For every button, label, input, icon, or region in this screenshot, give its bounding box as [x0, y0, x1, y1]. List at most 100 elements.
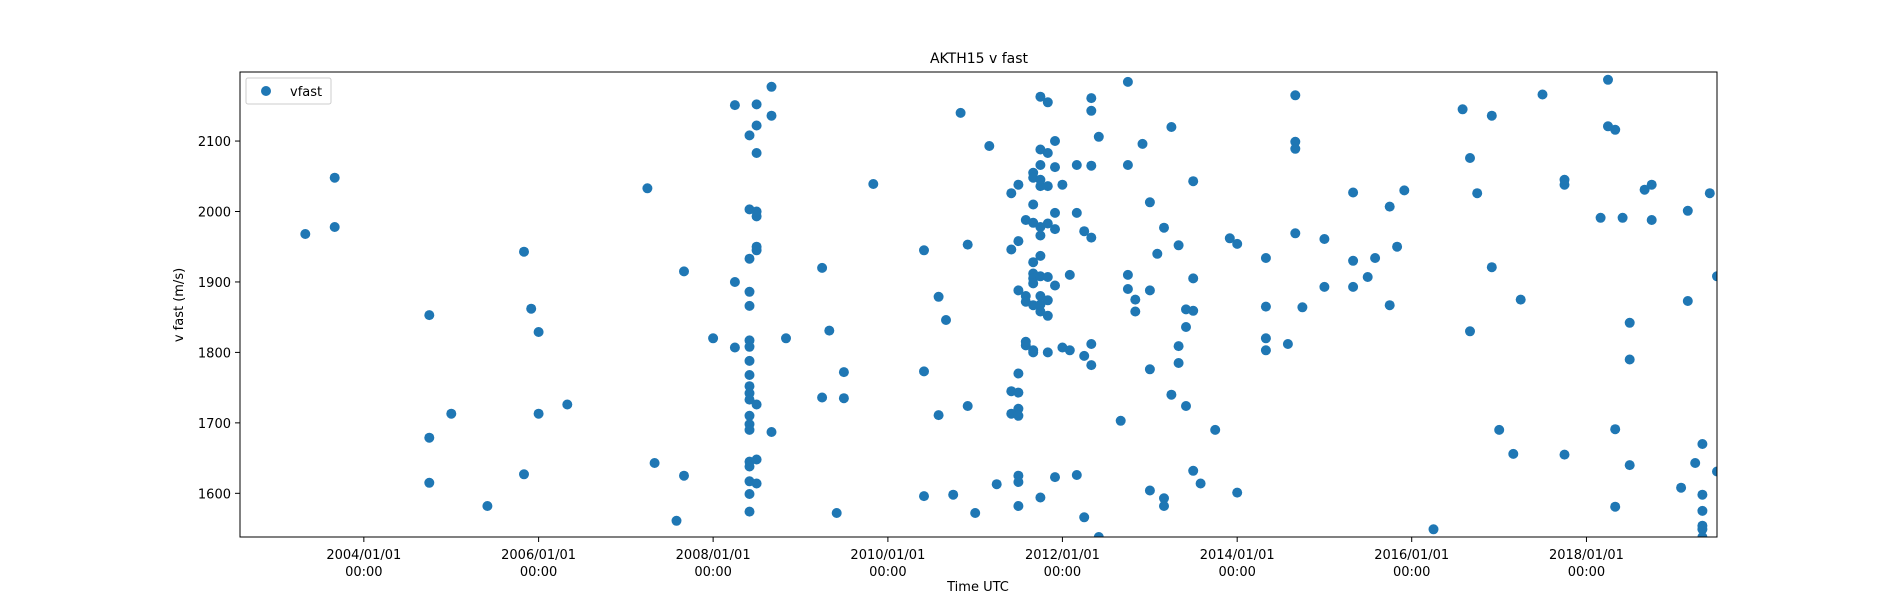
data-point: [1086, 339, 1097, 349]
data-point: [1086, 105, 1097, 116]
data-point: [751, 399, 762, 410]
x-tick-label: 00:00: [869, 565, 906, 580]
data-point: [1079, 226, 1090, 237]
data-point: [1013, 477, 1024, 487]
data-point: [751, 99, 762, 110]
data-point: [1800, 173, 1810, 183]
data-point: [1093, 532, 1104, 537]
data-point: [1050, 472, 1060, 483]
data-point: [1035, 181, 1046, 192]
data-point: [781, 333, 791, 344]
data-point: [1042, 310, 1053, 321]
data-point: [1348, 281, 1359, 292]
y-tick-label: 1600: [198, 487, 231, 502]
data-point: [1770, 247, 1780, 257]
data-point: [1188, 465, 1199, 476]
data-point: [300, 229, 311, 239]
data-point: [482, 501, 493, 511]
x-tick-label: 2016/01/01: [1374, 548, 1449, 563]
data-point: [751, 148, 762, 158]
x-tick-label: 00:00: [1218, 565, 1255, 580]
y-tick-label: 1900: [198, 276, 231, 291]
data-point: [1173, 240, 1184, 251]
data-point: [1006, 188, 1017, 199]
data-point: [1260, 345, 1271, 356]
data-point: [1144, 364, 1155, 375]
data-point: [1013, 179, 1024, 190]
data-point: [1697, 439, 1708, 449]
x-tick-label: 00:00: [694, 565, 731, 580]
data-point: [1624, 460, 1635, 471]
data-point: [1173, 358, 1184, 368]
data-point: [1188, 176, 1199, 187]
y-axis-label: v fast (m/s): [172, 268, 187, 342]
data-point: [744, 130, 755, 141]
chart-title: AKTH15 v fast: [930, 51, 1029, 67]
y-tick-label: 2000: [198, 206, 231, 221]
data-point: [948, 489, 959, 500]
data-point: [1188, 273, 1199, 284]
data-point: [1122, 160, 1133, 170]
data-point: [1028, 345, 1039, 356]
data-point: [1028, 300, 1039, 311]
data-point: [1319, 234, 1330, 244]
data-point: [766, 81, 777, 92]
data-point: [766, 110, 777, 121]
data-point: [1042, 347, 1053, 358]
data-point: [1399, 185, 1410, 196]
data-point: [1086, 160, 1097, 171]
data-point: [1472, 188, 1483, 199]
data-point: [1290, 228, 1301, 239]
data-point: [1348, 255, 1359, 266]
data-point: [1152, 248, 1163, 259]
plot-area-frame: [239, 71, 1718, 538]
data-point: [744, 410, 755, 421]
data-point: [919, 491, 929, 502]
data-point: [1042, 148, 1053, 158]
data-point: [838, 393, 849, 404]
data-point: [1130, 306, 1141, 317]
data-point: [1486, 262, 1497, 273]
data-point: [1428, 524, 1439, 535]
data-point: [941, 315, 951, 325]
data-point: [744, 381, 755, 392]
axes: 1600 1700 1800 1900 2000 2100 2004/01/01 00:00 2…: [198, 135, 1624, 580]
data-point: [1392, 241, 1403, 252]
legend-box: [245, 77, 332, 105]
data-point: [970, 508, 981, 518]
data-point: [744, 355, 755, 366]
data-point: [744, 370, 755, 380]
data-point: [744, 286, 755, 297]
data-point: [1639, 184, 1650, 195]
data-point: [744, 489, 755, 499]
data-point: [1807, 68, 1817, 78]
data-point: [424, 432, 435, 443]
data-point: [1465, 153, 1475, 163]
data-point: [824, 325, 835, 336]
data-point: [1188, 305, 1199, 316]
data-point: [1646, 215, 1657, 225]
data-point: [1559, 174, 1570, 185]
data-point: [1035, 222, 1046, 232]
data-point: [1086, 360, 1097, 371]
data-point: [1646, 179, 1657, 190]
data-point: [1166, 389, 1177, 400]
data-point: [1559, 449, 1570, 460]
data-point: [562, 399, 573, 410]
data-point: [955, 107, 966, 118]
data-point: [1137, 138, 1148, 149]
data-point: [744, 253, 755, 264]
data-point: [1515, 294, 1526, 305]
data-point: [1844, 303, 1854, 313]
data-point: [1042, 218, 1053, 229]
data-point: [868, 179, 879, 189]
y-tick-label: 2100: [198, 135, 231, 150]
data-point: [1028, 199, 1039, 210]
data-point: [1844, 510, 1854, 520]
data-point: [1181, 322, 1191, 332]
data-point: [766, 427, 777, 437]
data-point: [1064, 345, 1075, 356]
data-point: [991, 479, 1002, 490]
